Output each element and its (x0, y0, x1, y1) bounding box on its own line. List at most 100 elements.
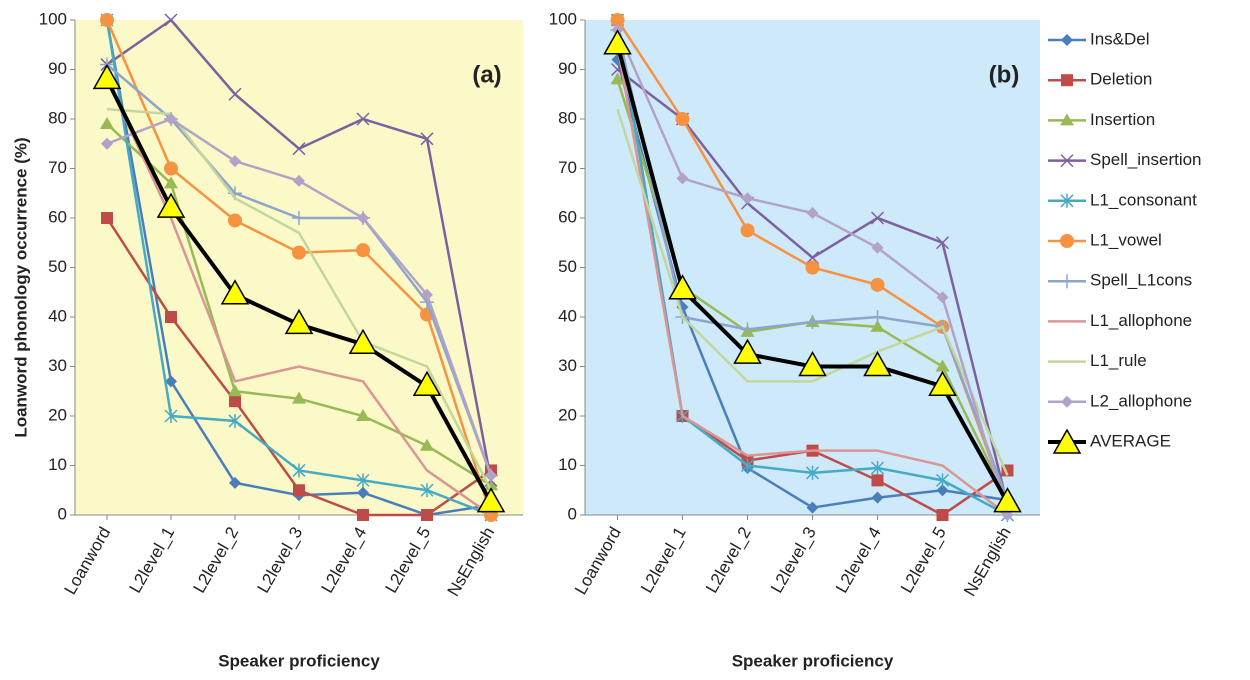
marker (870, 211, 885, 225)
marker (741, 192, 754, 205)
marker (805, 251, 820, 265)
marker (805, 260, 820, 275)
marker (993, 487, 1022, 513)
legend-label: Deletion (1090, 70, 1152, 89)
annotation: (b) (989, 61, 1020, 88)
marker (92, 63, 122, 90)
marker (675, 112, 690, 126)
y-tick-label: 50 (48, 257, 67, 276)
marker (1060, 274, 1074, 289)
x-tick-label: L2level_5 (897, 524, 950, 597)
marker (293, 484, 305, 497)
x-tick-label: Loanword (61, 524, 115, 598)
marker (356, 112, 370, 126)
y-tick-label: 80 (48, 108, 67, 127)
marker (676, 172, 689, 185)
marker (357, 212, 369, 224)
marker (936, 509, 949, 521)
marker (871, 474, 884, 487)
y-axis-label: Loanword phonology occurrence (%) (11, 137, 30, 437)
marker (165, 375, 177, 388)
marker (164, 409, 178, 423)
marker (870, 319, 885, 332)
marker (740, 322, 755, 337)
marker (935, 359, 950, 372)
marker (806, 207, 819, 220)
marker (484, 478, 498, 491)
legend-label: Spell_insertion (1090, 150, 1202, 169)
marker (292, 391, 306, 404)
marker (165, 113, 177, 125)
marker (805, 314, 820, 329)
marker (476, 487, 506, 513)
y-tick-label: 80 (558, 108, 577, 127)
marker (740, 458, 755, 473)
marker (668, 274, 697, 300)
marker (871, 241, 884, 254)
marker (293, 174, 305, 187)
marker (935, 473, 950, 488)
marker (610, 72, 625, 85)
marker (228, 384, 242, 397)
marker (1060, 154, 1074, 168)
marker (348, 328, 378, 354)
marker (610, 13, 625, 27)
x-tick-label: L2level_2 (190, 524, 243, 597)
legend-label: Ins&Del (1090, 29, 1150, 48)
y-tick-label: 50 (558, 257, 577, 276)
marker (928, 370, 957, 397)
marker (798, 350, 827, 377)
marker (412, 370, 442, 397)
y-tick-label: 70 (48, 158, 67, 177)
marker (935, 236, 950, 250)
y-tick-label: 30 (558, 356, 577, 375)
y-tick-label: 10 (558, 455, 577, 474)
x-tick-label: NsEnglish (444, 524, 499, 600)
legend-label: L1_allophone (1090, 311, 1192, 330)
marker (101, 212, 113, 224)
marker (936, 291, 949, 304)
y-tick-label: 70 (558, 158, 577, 177)
marker (806, 501, 819, 514)
y-tick-label: 60 (558, 207, 577, 226)
marker (100, 13, 114, 27)
x-tick-label: L2level_3 (767, 524, 820, 597)
marker (356, 473, 370, 488)
marker (156, 192, 186, 218)
legend-label: L1_vowel (1090, 230, 1162, 249)
marker (292, 245, 306, 260)
marker (421, 509, 433, 521)
y-tick-label: 90 (558, 59, 577, 78)
x-axis-label: Speaker proficiency (218, 651, 380, 670)
marker (1052, 428, 1082, 454)
y-tick-label: 100 (39, 9, 67, 28)
marker (357, 486, 369, 499)
y-tick-label: 0 (568, 504, 577, 523)
x-tick-label: NsEnglish (960, 524, 1015, 600)
legend-label: AVERAGE (1090, 431, 1171, 450)
y-tick-label: 30 (48, 356, 67, 375)
marker (870, 460, 885, 475)
marker (292, 142, 306, 156)
marker (284, 308, 314, 335)
x-tick-label: L2level_4 (832, 524, 885, 597)
legend-label: L1_consonant (1090, 190, 1197, 209)
marker (1061, 34, 1073, 46)
marker (733, 338, 762, 364)
marker (870, 277, 885, 292)
series-line (616, 108, 1009, 476)
marker (421, 288, 433, 301)
legend-label: L2_allophone (1090, 391, 1192, 410)
y-tick-label: 0 (58, 504, 67, 523)
y-tick-label: 20 (48, 405, 67, 424)
legend-label: Spell_L1cons (1090, 271, 1192, 290)
annotation: (a) (472, 61, 501, 88)
marker (165, 311, 177, 323)
marker (229, 155, 241, 168)
legend-label: L1_rule (1090, 351, 1147, 370)
marker (420, 438, 434, 451)
marker (420, 483, 434, 498)
marker (164, 161, 178, 176)
marker (1060, 113, 1074, 126)
